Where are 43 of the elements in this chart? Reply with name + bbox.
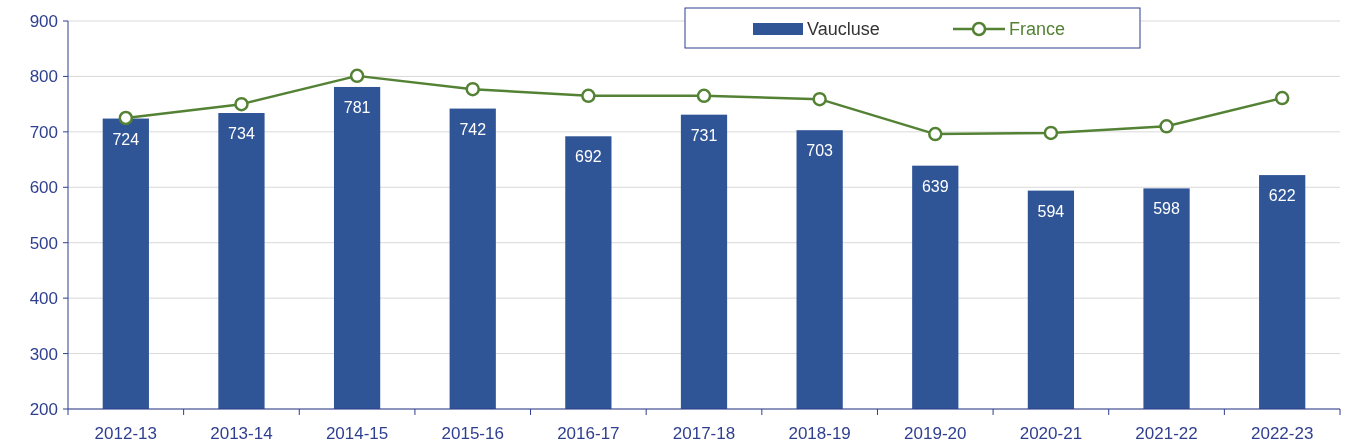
x-tick-label: 2016-17: [557, 424, 620, 443]
x-tick-label: 2022-23: [1250, 424, 1314, 443]
text: 594: [1037, 202, 1065, 220]
point: [581, 88, 596, 104]
x-tick-label: 2018-19: [788, 424, 851, 443]
point: [234, 96, 249, 112]
text: 692: [575, 148, 602, 166]
point: [1274, 90, 1290, 106]
point: [1043, 125, 1059, 141]
y-tick-label: 500: [29, 233, 58, 253]
text: 731: [690, 126, 718, 144]
y-tick-label: 300: [29, 344, 58, 364]
x-tick-label: 2020-21: [1019, 424, 1083, 443]
text: 734: [228, 125, 255, 143]
y-tick-label: 400: [29, 289, 58, 309]
legend-label: Vaucluse: [807, 19, 880, 40]
y-tick-label: 200: [29, 399, 58, 419]
point: [1159, 119, 1174, 134]
y-tick-label: 700: [29, 122, 58, 142]
x-tick-label: 2021-22: [1135, 424, 1198, 443]
point: [928, 126, 943, 142]
y-tick-label: 600: [29, 178, 58, 198]
x-tick-label: 2019-20: [904, 424, 967, 443]
y-tick-label: 900: [29, 11, 58, 31]
text: 724: [112, 130, 140, 148]
text: 781: [343, 98, 371, 116]
x-tick-label: 2013-14: [210, 424, 273, 443]
y-tick-label: 800: [29, 67, 58, 87]
point: [349, 68, 365, 84]
text: 703: [806, 142, 833, 160]
text: 622: [1268, 187, 1296, 205]
point: [812, 91, 827, 107]
x-tick-label: 2012-13: [94, 424, 158, 443]
text: 598: [1153, 200, 1180, 218]
text: 639: [921, 177, 949, 195]
x-tick-label: 2014-15: [325, 424, 389, 443]
legend-label: France: [1009, 19, 1066, 40]
point: [465, 81, 480, 97]
x-tick-label: 2017-18: [672, 424, 736, 443]
point: [118, 110, 134, 126]
point: [696, 88, 712, 104]
x-tick-label: 2015-16: [441, 424, 504, 443]
text: 742: [459, 120, 487, 138]
